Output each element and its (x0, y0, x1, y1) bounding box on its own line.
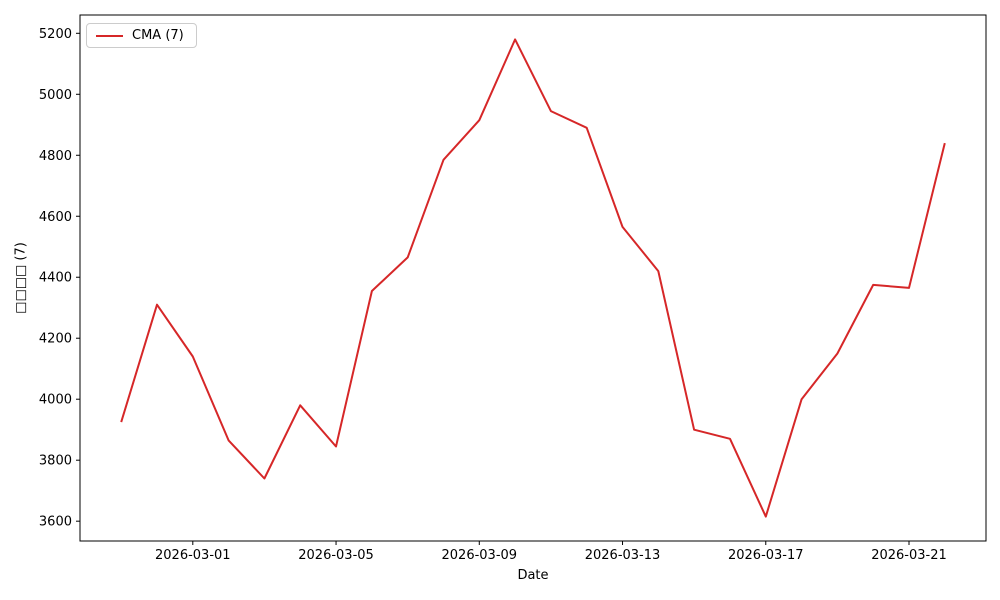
cma-line-series (120, 38, 946, 518)
x-tick-label: 2026-03-21 (871, 548, 947, 563)
legend-label: CMA (7) (132, 28, 184, 43)
y-tick-label: 4400 (39, 271, 72, 286)
y-tick-label: 3600 (39, 515, 72, 530)
x-tick-label: 2026-03-17 (728, 548, 804, 563)
y-tick-label: 5000 (39, 88, 72, 103)
x-axis-label: Date (517, 568, 549, 583)
x-tick-label: 2026-03-01 (155, 548, 231, 563)
y-tick-label: 4800 (39, 149, 72, 164)
y-tick-label: 5200 (39, 27, 72, 42)
x-tick-label: 2026-03-09 (442, 548, 518, 563)
axes-frame (79, 14, 987, 542)
x-tick-label: 2026-03-13 (585, 548, 661, 563)
y-axis-label: □□□□ (7) (13, 242, 29, 314)
legend: CMA (7) (86, 23, 197, 48)
y-tick-label: 4200 (39, 332, 72, 347)
y-tick-label: 3800 (39, 454, 72, 469)
x-tick-label: 2026-03-05 (298, 548, 374, 563)
y-tick-label: 4600 (39, 210, 72, 225)
y-tick-label: 4000 (39, 393, 72, 408)
legend-line-swatch (96, 34, 123, 37)
